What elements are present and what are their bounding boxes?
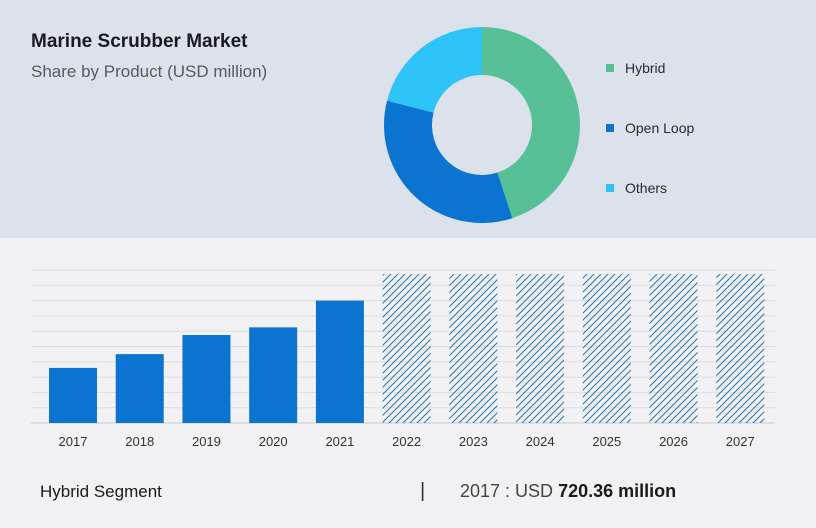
bar-2021[interactable] [315,300,364,423]
x-tick-label: 2022 [392,434,421,449]
x-tick-label: 2024 [526,434,555,449]
legend-swatch-hybrid [606,64,614,72]
footer-separator: | [420,480,426,502]
bar-forecast-2027[interactable] [716,274,765,423]
x-tick-label: 2019 [192,434,221,449]
chart-title: Marine Scrubber Market [31,31,248,52]
x-tick-label: 2021 [325,434,354,449]
footer-highlight: 2017 : USD 720.36 million [460,481,676,502]
x-tick-label: 2023 [459,434,488,449]
x-tick-label: 2017 [59,434,88,449]
legend-label-open-loop: Open Loop [625,120,695,136]
bar-forecast-2026[interactable] [649,274,698,423]
bar-2019[interactable] [182,335,231,423]
legend-swatch-open-loop [606,124,614,132]
bar-2018[interactable] [115,354,164,423]
x-tick-label: 2026 [659,434,688,449]
donut-slice-others[interactable] [387,27,482,113]
legend-label-others: Others [625,180,668,196]
bar-forecast-2025[interactable] [582,274,631,423]
legend-swatch-others [606,184,614,192]
legend-label-hybrid: Hybrid [625,60,666,76]
x-tick-label: 2018 [125,434,154,449]
bar-2017[interactable] [49,367,97,423]
legend-item-others[interactable]: Others [606,178,766,198]
donut-slice-hybrid[interactable] [482,27,580,219]
footer-segment: Hybrid Segment [40,482,162,501]
bar-chart: 2017 2018 2019 2020 2021 2022 2023 2024 2025 2026… [31,269,775,449]
chart-subtitle: Share by Product (USD million) [31,62,268,81]
donut-slice-open-loop[interactable] [384,100,513,223]
x-tick-label: 2027 [726,434,755,449]
bar-forecast-2023[interactable] [449,274,498,423]
bar-forecast-2022[interactable] [382,274,431,423]
footer-value: 720.36 million [558,481,677,501]
donut-chart [384,27,580,223]
legend-item-open-loop[interactable]: Open Loop [606,118,766,138]
bar-forecast-2024[interactable] [516,274,565,423]
x-tick-label: 2020 [259,434,288,449]
legend-item-hybrid[interactable]: Hybrid [606,58,766,78]
bar-2020[interactable] [249,327,298,423]
x-tick-label: 2025 [592,434,621,449]
footer-year-label: 2017 : USD [460,481,554,501]
legend: Hybrid Open Loop Others [606,58,766,238]
